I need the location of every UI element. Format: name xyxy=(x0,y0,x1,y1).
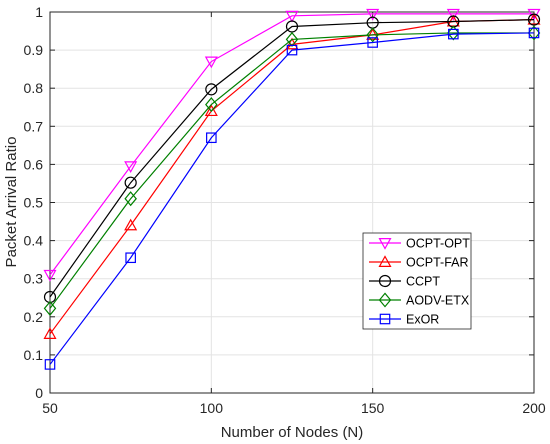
series-line xyxy=(49,13,534,276)
legend-label: AODV-ETX xyxy=(406,294,470,308)
y-axis: 0 0.1 0.2 0.3 0.4 0.5 0.6 0.7 0.8 0.9 1 xyxy=(24,4,534,401)
data-point xyxy=(204,104,218,117)
x-tick-label: 150 xyxy=(361,400,385,416)
series-aodv-etx xyxy=(43,25,541,316)
x-axis: 50 100 150 200 xyxy=(42,12,546,416)
legend-marker xyxy=(378,255,392,267)
legend-entry: AODV-ETX xyxy=(369,292,470,308)
y-tick-label: 0.9 xyxy=(24,42,44,58)
x-tick-label: 50 xyxy=(42,400,58,416)
data-point xyxy=(205,97,218,113)
data-point xyxy=(527,25,541,41)
y-tick-label: 0.3 xyxy=(24,271,44,287)
data-point xyxy=(528,27,540,39)
data-point xyxy=(204,56,218,69)
y-tick-label: 0.6 xyxy=(24,156,44,172)
data-point xyxy=(285,37,299,50)
legend-marker xyxy=(379,313,391,325)
data-point xyxy=(367,37,378,48)
series-line xyxy=(49,19,535,298)
legend-marker xyxy=(378,238,392,250)
data-point xyxy=(366,27,379,43)
data-point xyxy=(527,13,541,26)
legend-label: OCPT-FAR xyxy=(406,256,469,270)
y-tick-label: 0.2 xyxy=(24,309,44,325)
legend-marker xyxy=(378,292,392,308)
data-point xyxy=(124,176,137,189)
data-point xyxy=(124,218,138,231)
legend-label: ExOR xyxy=(406,313,439,327)
legend: OCPT-OPT OCPT-FAR CCPT AODV-ETX ExOR xyxy=(362,232,472,330)
legend-entry: ExOR xyxy=(369,313,439,327)
data-point xyxy=(124,191,137,207)
data-point xyxy=(43,300,57,316)
data-point xyxy=(44,359,56,370)
data-point xyxy=(285,10,299,23)
legend-label: CCPT xyxy=(406,275,440,289)
data-point xyxy=(527,12,541,25)
data-point xyxy=(446,8,460,21)
data-point xyxy=(447,25,460,41)
y-tick-label: 0.1 xyxy=(24,347,44,363)
y-tick-label: 0 xyxy=(35,385,43,401)
y-axis-title: Packet Arrival Ratio xyxy=(3,137,20,268)
legend-entry: OCPT-OPT xyxy=(369,237,470,251)
series-line xyxy=(49,32,534,309)
grid-lines xyxy=(50,12,534,393)
y-tick-label: 1 xyxy=(35,4,43,20)
data-point xyxy=(124,161,138,174)
data-point xyxy=(43,269,57,282)
series-exor xyxy=(44,27,540,370)
data-point xyxy=(206,132,217,144)
y-tick-label: 0.7 xyxy=(24,118,44,134)
data-point xyxy=(205,83,218,96)
x-tick-label: 100 xyxy=(200,400,224,416)
y-tick-label: 0.8 xyxy=(24,80,44,96)
series-line xyxy=(49,32,535,365)
legend-entry: OCPT-FAR xyxy=(369,255,469,270)
data-point xyxy=(366,8,380,21)
legend-entry: CCPT xyxy=(369,275,440,289)
data-point xyxy=(285,31,299,47)
data-point xyxy=(448,28,459,40)
x-axis-title: Number of Nodes (N) xyxy=(221,424,364,441)
legend-label: OCPT-OPT xyxy=(406,237,470,251)
y-tick-label: 0.5 xyxy=(24,195,44,211)
series-layer xyxy=(43,8,541,370)
data-point xyxy=(286,44,298,56)
data-point xyxy=(125,252,136,264)
y-tick-label: 0.4 xyxy=(24,233,44,249)
data-point xyxy=(43,327,57,339)
legend-marker xyxy=(378,274,392,288)
x-tick-label: 200 xyxy=(522,400,546,416)
